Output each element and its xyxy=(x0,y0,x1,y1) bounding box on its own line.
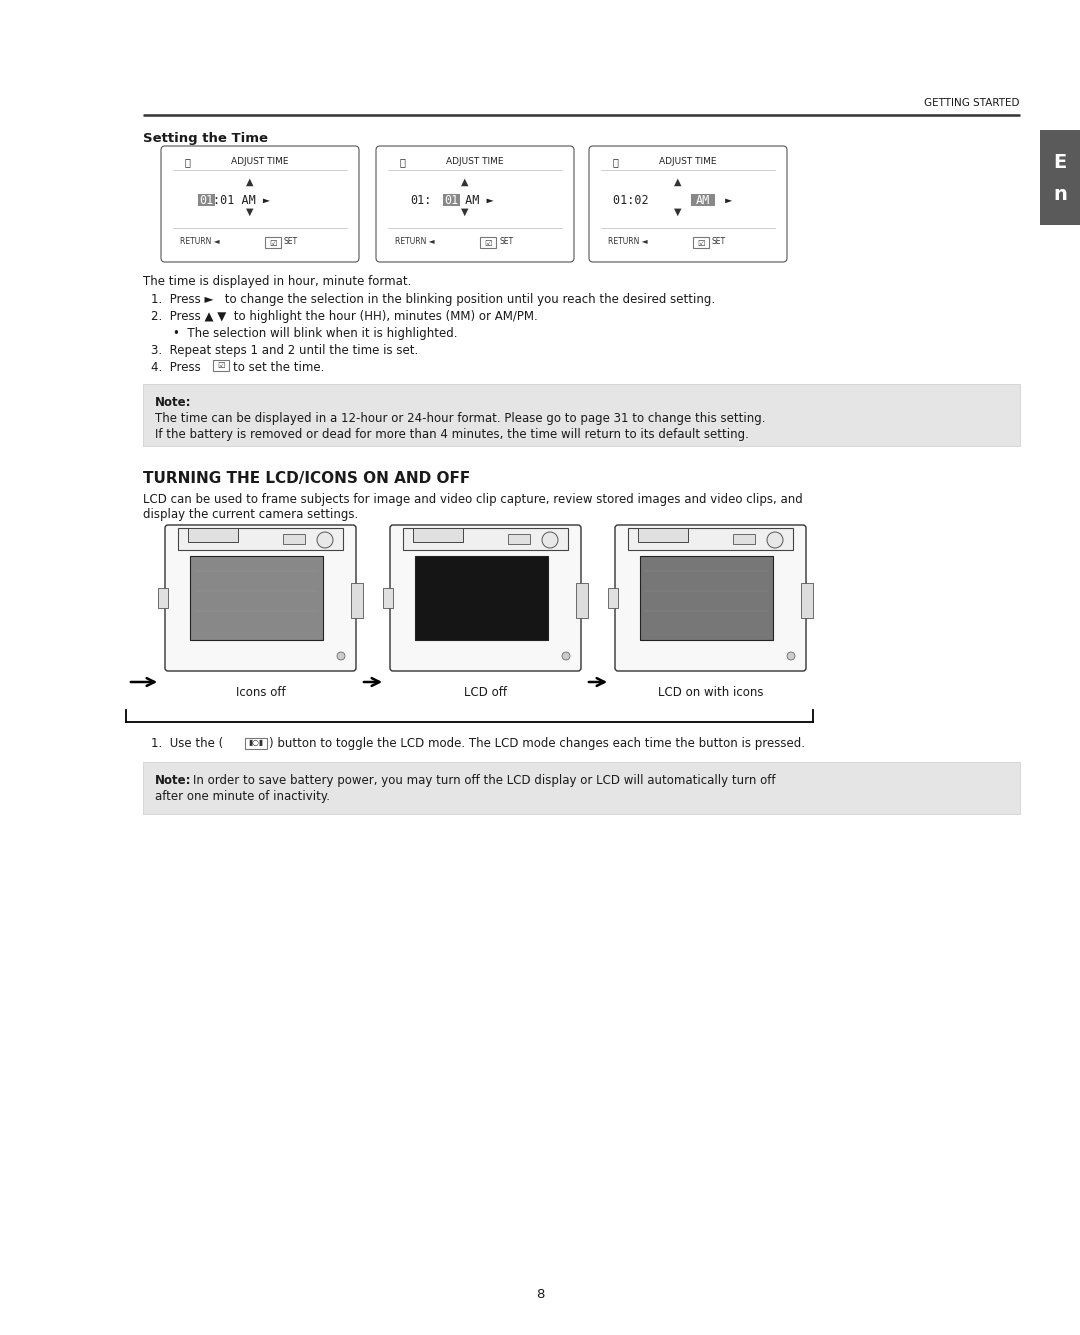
Bar xyxy=(213,360,229,371)
Text: 01: 01 xyxy=(444,194,458,207)
Text: Setting the Time: Setting the Time xyxy=(143,132,268,146)
Bar xyxy=(265,238,281,248)
Text: display the current camera settings.: display the current camera settings. xyxy=(143,509,359,521)
Text: ▲: ▲ xyxy=(674,178,681,187)
Text: LCD off: LCD off xyxy=(464,686,507,700)
Text: ▲: ▲ xyxy=(246,178,254,187)
Text: RETURN ◄: RETURN ◄ xyxy=(180,238,219,247)
Text: 01:: 01: xyxy=(410,194,432,207)
Text: ▲: ▲ xyxy=(461,178,469,187)
Bar xyxy=(351,583,363,618)
Text: ⏱: ⏱ xyxy=(400,158,405,167)
Bar xyxy=(413,529,463,542)
Text: The time can be displayed in a 12-hour or 24-hour format. Please go to page 31 t: The time can be displayed in a 12-hour o… xyxy=(156,413,766,425)
Text: E: E xyxy=(1053,152,1067,171)
Text: Note:: Note: xyxy=(156,396,191,409)
Text: Icons off: Icons off xyxy=(235,686,285,700)
Text: SET: SET xyxy=(712,238,726,247)
Text: ADJUST TIME: ADJUST TIME xyxy=(446,158,503,167)
Bar xyxy=(443,194,460,206)
Text: 01:02: 01:02 xyxy=(612,194,656,207)
Text: SET: SET xyxy=(499,238,513,247)
Text: 1.  Press ►   to change the selection in the blinking position until you reach t: 1. Press ► to change the selection in th… xyxy=(151,292,715,306)
Text: •  The selection will blink when it is highlighted.: • The selection will blink when it is hi… xyxy=(173,327,458,340)
FancyBboxPatch shape xyxy=(376,146,573,262)
Bar xyxy=(508,534,530,543)
Text: 01: 01 xyxy=(199,194,213,207)
Text: GETTING STARTED: GETTING STARTED xyxy=(924,97,1020,108)
FancyBboxPatch shape xyxy=(615,525,806,672)
Circle shape xyxy=(318,533,333,547)
FancyBboxPatch shape xyxy=(161,146,359,262)
Text: 4.  Press: 4. Press xyxy=(151,360,201,374)
Bar xyxy=(733,534,755,543)
Bar xyxy=(640,555,773,639)
Bar xyxy=(143,384,1020,446)
FancyBboxPatch shape xyxy=(589,146,787,262)
Circle shape xyxy=(787,651,795,659)
Text: ▮○▮: ▮○▮ xyxy=(248,738,264,748)
Text: ☑: ☑ xyxy=(217,360,225,370)
Text: The time is displayed in hour, minute format.: The time is displayed in hour, minute fo… xyxy=(143,275,411,288)
Bar xyxy=(143,762,1020,814)
Text: 8: 8 xyxy=(536,1288,544,1302)
Bar xyxy=(178,529,343,550)
Bar xyxy=(691,194,715,206)
Text: ▼: ▼ xyxy=(246,207,254,218)
Text: ☑: ☑ xyxy=(269,239,276,247)
Bar xyxy=(383,587,393,607)
Text: ⏱: ⏱ xyxy=(184,158,190,167)
Text: after one minute of inactivity.: after one minute of inactivity. xyxy=(156,790,330,802)
Circle shape xyxy=(767,533,783,547)
Text: In order to save battery power, you may turn off the LCD display or LCD will aut: In order to save battery power, you may … xyxy=(193,774,775,788)
Text: RETURN ◄: RETURN ◄ xyxy=(608,238,648,247)
FancyBboxPatch shape xyxy=(390,525,581,672)
Text: 2.  Press ▲ ▼  to highlight the hour (HH), minutes (MM) or AM/PM.: 2. Press ▲ ▼ to highlight the hour (HH),… xyxy=(151,310,538,323)
Bar xyxy=(576,583,588,618)
Text: If the battery is removed or dead for more than 4 minutes, the time will return : If the battery is removed or dead for mo… xyxy=(156,429,748,441)
Text: 3.  Repeat steps 1 and 2 until the time is set.: 3. Repeat steps 1 and 2 until the time i… xyxy=(151,344,418,356)
Bar xyxy=(693,238,708,248)
Bar xyxy=(188,529,238,542)
Text: ►: ► xyxy=(718,194,732,207)
Text: TURNING THE LCD/ICONS ON AND OFF: TURNING THE LCD/ICONS ON AND OFF xyxy=(143,471,470,486)
Text: AM ►: AM ► xyxy=(458,194,494,207)
Bar xyxy=(801,583,813,618)
Bar xyxy=(1040,129,1080,226)
Bar xyxy=(245,738,267,749)
Text: LCD on with icons: LCD on with icons xyxy=(658,686,764,700)
Bar xyxy=(608,587,618,607)
Text: RETURN ◄: RETURN ◄ xyxy=(395,238,434,247)
Text: to set the time.: to set the time. xyxy=(233,360,324,374)
Bar xyxy=(283,534,305,543)
Text: AM: AM xyxy=(696,194,711,207)
Bar xyxy=(480,238,496,248)
Text: LCD can be used to frame subjects for image and video clip capture, review store: LCD can be used to frame subjects for im… xyxy=(143,493,802,506)
Circle shape xyxy=(337,651,345,659)
Bar xyxy=(627,529,793,550)
Bar xyxy=(158,587,168,607)
Circle shape xyxy=(562,651,570,659)
Text: ▼: ▼ xyxy=(461,207,469,218)
FancyBboxPatch shape xyxy=(165,525,356,672)
Bar xyxy=(403,529,568,550)
Text: n: n xyxy=(1053,186,1067,204)
Text: :01 AM ►: :01 AM ► xyxy=(213,194,270,207)
Text: ADJUST TIME: ADJUST TIME xyxy=(659,158,717,167)
Text: ▼: ▼ xyxy=(674,207,681,218)
Bar xyxy=(638,529,688,542)
Text: ☑: ☑ xyxy=(698,239,705,247)
Text: SET: SET xyxy=(284,238,298,247)
Text: 1.  Use the (: 1. Use the ( xyxy=(151,737,224,750)
Bar xyxy=(190,555,323,639)
Text: ☑: ☑ xyxy=(484,239,491,247)
Bar xyxy=(415,555,548,639)
Bar xyxy=(198,194,215,206)
Text: ) button to toggle the LCD mode. The LCD mode changes each time the button is pr: ) button to toggle the LCD mode. The LCD… xyxy=(269,737,805,750)
Circle shape xyxy=(542,533,558,547)
Text: ⏱: ⏱ xyxy=(612,158,618,167)
Text: Note:: Note: xyxy=(156,774,191,788)
Text: ADJUST TIME: ADJUST TIME xyxy=(231,158,288,167)
